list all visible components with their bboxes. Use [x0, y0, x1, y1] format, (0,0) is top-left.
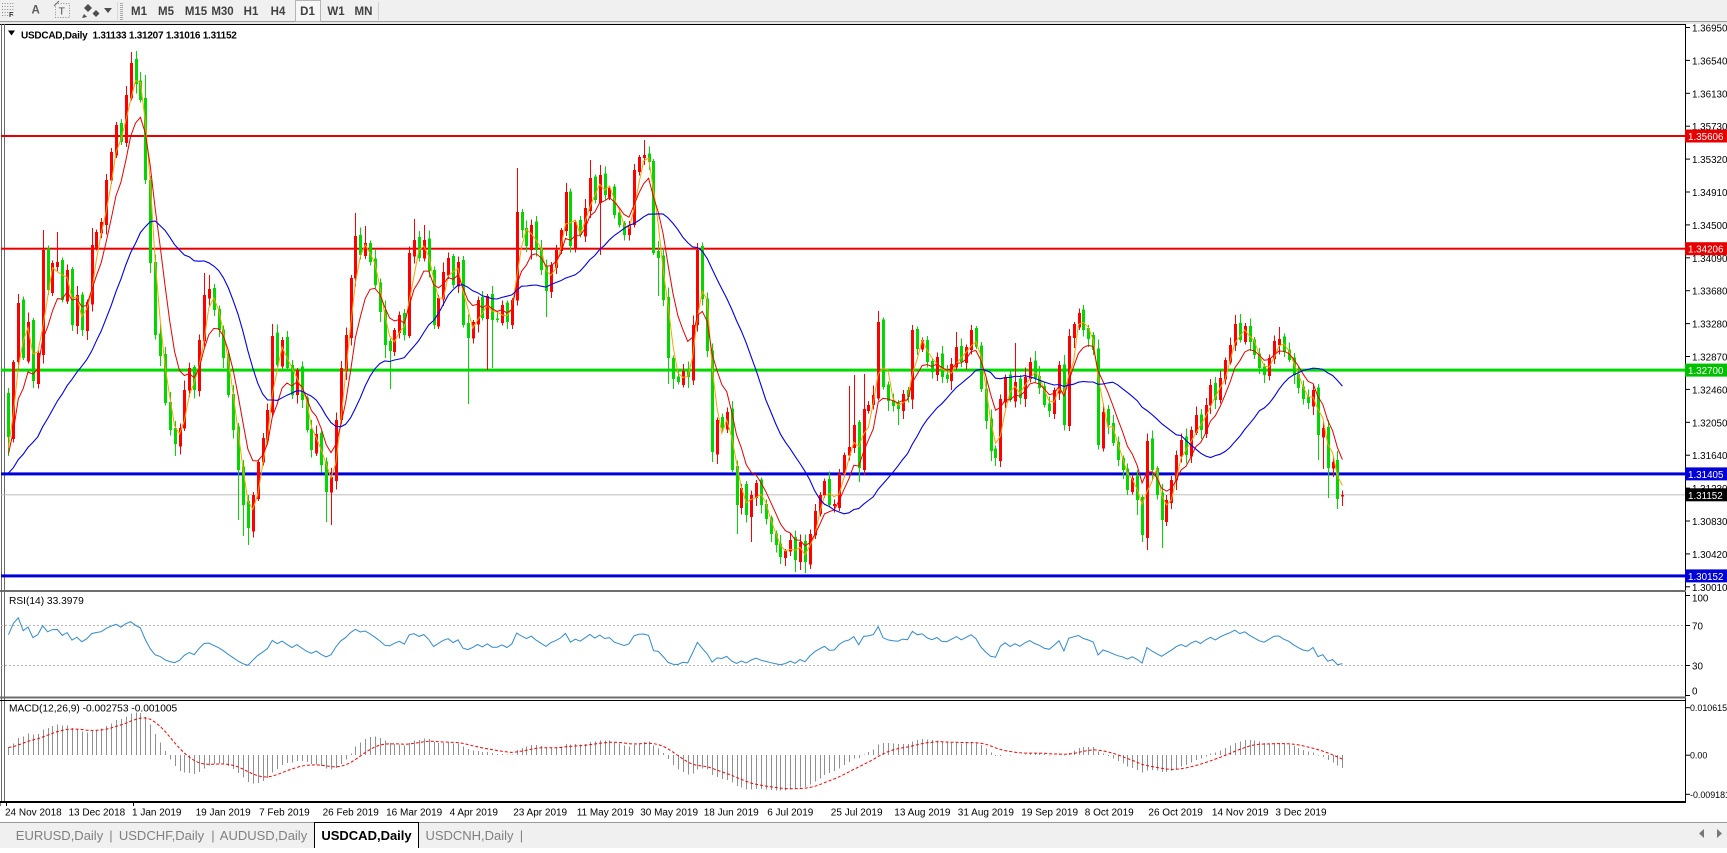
- svg-text:1.32700: 1.32700: [1688, 366, 1724, 377]
- svg-text:24 Nov 2018: 24 Nov 2018: [5, 808, 62, 819]
- svg-text:1.31640: 1.31640: [1692, 451, 1727, 462]
- svg-text:13 Dec 2018: 13 Dec 2018: [69, 808, 126, 819]
- svg-text:1.32460: 1.32460: [1692, 385, 1727, 396]
- svg-text:1.32050: 1.32050: [1692, 418, 1727, 429]
- svg-text:26 Oct 2019: 26 Oct 2019: [1148, 808, 1203, 819]
- svg-text:1.32870: 1.32870: [1692, 353, 1727, 364]
- svg-text:1.35320: 1.35320: [1692, 155, 1727, 166]
- svg-text:1.36130: 1.36130: [1692, 89, 1727, 100]
- svg-text:1.34206: 1.34206: [1688, 245, 1724, 256]
- svg-text:19 Sep 2019: 19 Sep 2019: [1021, 808, 1078, 819]
- svg-text:0.00: 0.00: [1690, 751, 1707, 761]
- svg-text:70: 70: [1692, 622, 1703, 633]
- svg-text:1.34910: 1.34910: [1692, 188, 1727, 199]
- svg-text:EURUSD,Daily: EURUSD,Daily: [16, 828, 104, 843]
- svg-text:M15: M15: [185, 6, 208, 18]
- svg-text:6 Jul 2019: 6 Jul 2019: [767, 808, 814, 819]
- svg-text:A: A: [32, 5, 40, 17]
- svg-text:MN: MN: [355, 6, 373, 18]
- svg-text:13 Aug 2019: 13 Aug 2019: [894, 808, 951, 819]
- svg-text:|: |: [520, 828, 523, 843]
- svg-text:31 Aug 2019: 31 Aug 2019: [958, 808, 1015, 819]
- svg-text:-0.009181: -0.009181: [1690, 790, 1727, 800]
- svg-text:19 Jan 2019: 19 Jan 2019: [196, 808, 251, 819]
- svg-text:1.30152: 1.30152: [1688, 572, 1723, 583]
- svg-text:1.31405: 1.31405: [1688, 470, 1724, 481]
- svg-text:MACD(12,26,9) -0.002753 -0.001: MACD(12,26,9) -0.002753 -0.001005: [9, 704, 178, 715]
- svg-text:26 Feb 2019: 26 Feb 2019: [323, 808, 380, 819]
- svg-text:H4: H4: [271, 6, 286, 18]
- svg-text:25 Jul 2019: 25 Jul 2019: [831, 808, 883, 819]
- svg-text:23 Apr 2019: 23 Apr 2019: [513, 808, 567, 819]
- svg-text:USDCNH,Daily: USDCNH,Daily: [425, 828, 514, 843]
- svg-text:4 Apr 2019: 4 Apr 2019: [450, 808, 499, 819]
- svg-text:1.33280: 1.33280: [1692, 320, 1727, 331]
- svg-text:|: |: [109, 828, 112, 843]
- svg-text:1.30420: 1.30420: [1692, 550, 1727, 561]
- svg-text:USDCAD,Daily 1.31133 1.31207: USDCAD,Daily 1.31133 1.31207 1.31016 1.3…: [21, 31, 237, 42]
- svg-text:AUDUSD,Daily: AUDUSD,Daily: [220, 828, 308, 843]
- svg-text:H1: H1: [244, 6, 259, 18]
- svg-text:1.35606: 1.35606: [1688, 132, 1724, 143]
- svg-text:1.36950: 1.36950: [1692, 24, 1727, 35]
- svg-text:W1: W1: [327, 6, 345, 18]
- svg-text:USDCHF,Daily: USDCHF,Daily: [119, 828, 205, 843]
- svg-text:1.34500: 1.34500: [1692, 221, 1727, 232]
- svg-text:0: 0: [1692, 687, 1698, 698]
- svg-text:1 Jan 2019: 1 Jan 2019: [132, 808, 182, 819]
- svg-text:100: 100: [1692, 594, 1709, 605]
- svg-text:M30: M30: [211, 6, 233, 18]
- svg-text:3 Dec 2019: 3 Dec 2019: [1275, 808, 1327, 819]
- svg-text:F: F: [9, 12, 14, 19]
- svg-text:1.30830: 1.30830: [1692, 517, 1727, 528]
- svg-text:1.31152: 1.31152: [1688, 491, 1723, 502]
- svg-text:RSI(14) 33.3979: RSI(14) 33.3979: [9, 596, 84, 607]
- svg-text:1.33680: 1.33680: [1692, 287, 1727, 298]
- svg-text:18 Jun 2019: 18 Jun 2019: [704, 808, 759, 819]
- svg-text:11 May 2019: 11 May 2019: [577, 808, 635, 819]
- svg-text:M5: M5: [158, 6, 175, 18]
- svg-text:1.30010: 1.30010: [1692, 583, 1727, 594]
- svg-text:D1: D1: [300, 6, 315, 18]
- svg-text:T: T: [59, 6, 66, 18]
- svg-text:USDCAD,Daily: USDCAD,Daily: [321, 828, 412, 843]
- svg-text:1.35730: 1.35730: [1692, 122, 1727, 133]
- svg-text:|: |: [211, 828, 214, 843]
- svg-text:30: 30: [1692, 662, 1703, 673]
- svg-text:1.36540: 1.36540: [1692, 56, 1727, 67]
- svg-text:0.010615: 0.010615: [1690, 703, 1727, 713]
- svg-text:1.34090: 1.34090: [1692, 254, 1727, 265]
- svg-text:M1: M1: [131, 6, 148, 18]
- svg-text:7 Feb 2019: 7 Feb 2019: [259, 808, 310, 819]
- svg-text:14 Nov 2019: 14 Nov 2019: [1212, 808, 1269, 819]
- svg-text:30 May 2019: 30 May 2019: [640, 808, 698, 819]
- svg-text:8 Oct 2019: 8 Oct 2019: [1085, 808, 1134, 819]
- svg-text:16 Mar 2019: 16 Mar 2019: [386, 808, 443, 819]
